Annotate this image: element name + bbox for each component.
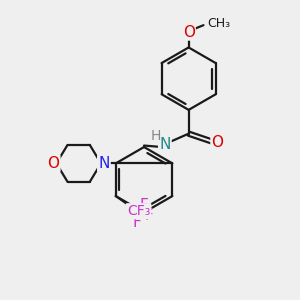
Text: CH₃: CH₃ xyxy=(207,17,230,30)
Text: F: F xyxy=(144,208,153,223)
Text: N: N xyxy=(159,136,170,152)
Text: H: H xyxy=(150,129,161,143)
Text: CF₃: CF₃ xyxy=(127,204,150,218)
Text: F: F xyxy=(139,198,148,213)
Text: N: N xyxy=(98,156,110,171)
Text: F: F xyxy=(133,215,142,230)
Text: O: O xyxy=(183,25,195,40)
Text: O: O xyxy=(47,156,59,171)
Text: O: O xyxy=(212,135,224,150)
